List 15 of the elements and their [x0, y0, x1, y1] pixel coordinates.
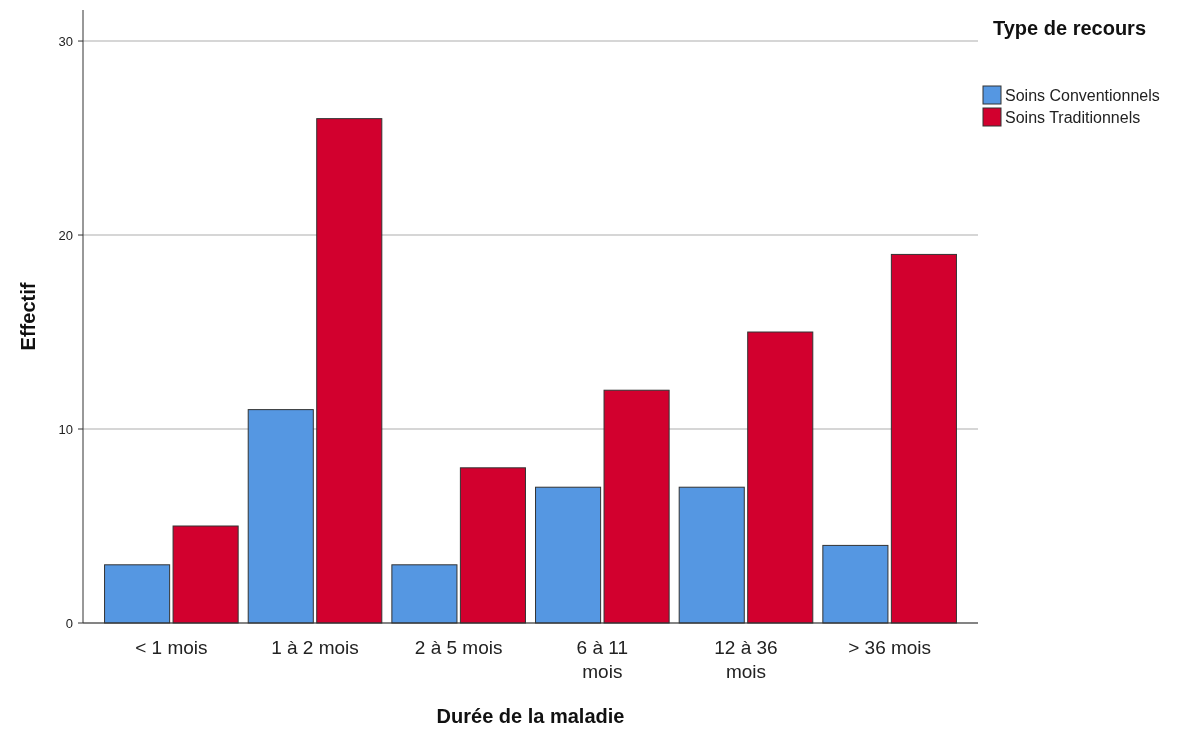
- y-tick-label: 20: [58, 227, 73, 243]
- x-tick-label: 2 à 5 mois: [414, 637, 503, 658]
- legend-label: Soins Traditionnels: [1005, 108, 1141, 126]
- x-tick-label: > 36 mois: [848, 637, 932, 658]
- y-tick-label: 30: [58, 33, 73, 49]
- x-tick-label: < 1 mois: [135, 637, 208, 658]
- y-tick-label: 0: [65, 615, 73, 631]
- x-tick-label: 12 à 36 mois: [714, 637, 778, 682]
- y-axis-title: Effectif: [17, 282, 39, 351]
- legend-title: Type de recours: [993, 17, 1147, 39]
- legend-label: Soins Conventionnels: [1005, 86, 1160, 104]
- y-tick-label: 10: [58, 421, 73, 437]
- x-tick-label: 6 à 11 mois: [576, 637, 629, 682]
- x-axis-title: Durée de la maladie: [436, 705, 625, 727]
- x-tick-label: 1 à 2 mois: [271, 637, 359, 658]
